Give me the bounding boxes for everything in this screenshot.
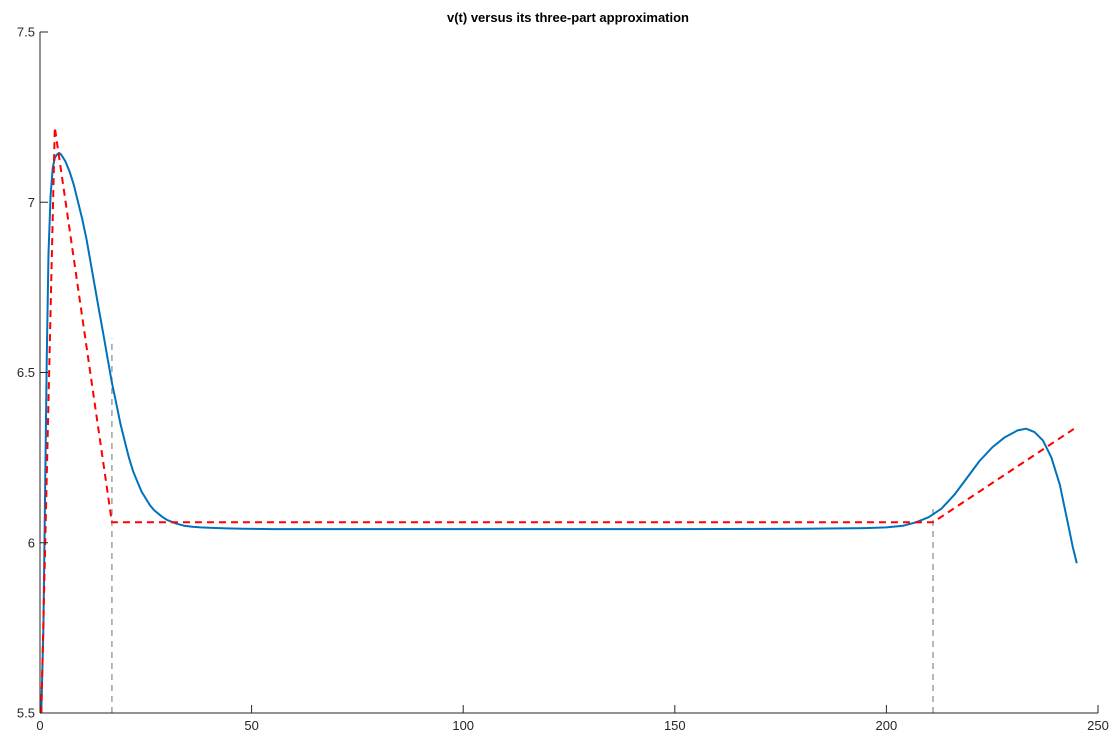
x-tick-label: 100 [452, 718, 474, 733]
y-tick-label: 7.5 [17, 25, 35, 40]
v-curve-line [40, 151, 1078, 713]
y-tick-label: 5.5 [17, 706, 35, 721]
x-tick-label: 0 [36, 718, 43, 733]
x-tick-label: 150 [664, 718, 686, 733]
plot-area [40, 126, 1078, 713]
y-tick-label: 6.5 [17, 365, 35, 380]
x-tick-label: 50 [244, 718, 258, 733]
chart-title: v(t) versus its three-part approximation [447, 10, 689, 25]
x-tick-label: 200 [876, 718, 898, 733]
approximation-line [40, 126, 1078, 713]
y-tick-label: 6 [28, 535, 35, 550]
x-tick-label: 250 [1087, 718, 1109, 733]
y-tick-label: 7 [28, 195, 35, 210]
axes: 0 50 100 150 200 250 5.5 6 6.5 7 7.5 [17, 25, 1109, 734]
